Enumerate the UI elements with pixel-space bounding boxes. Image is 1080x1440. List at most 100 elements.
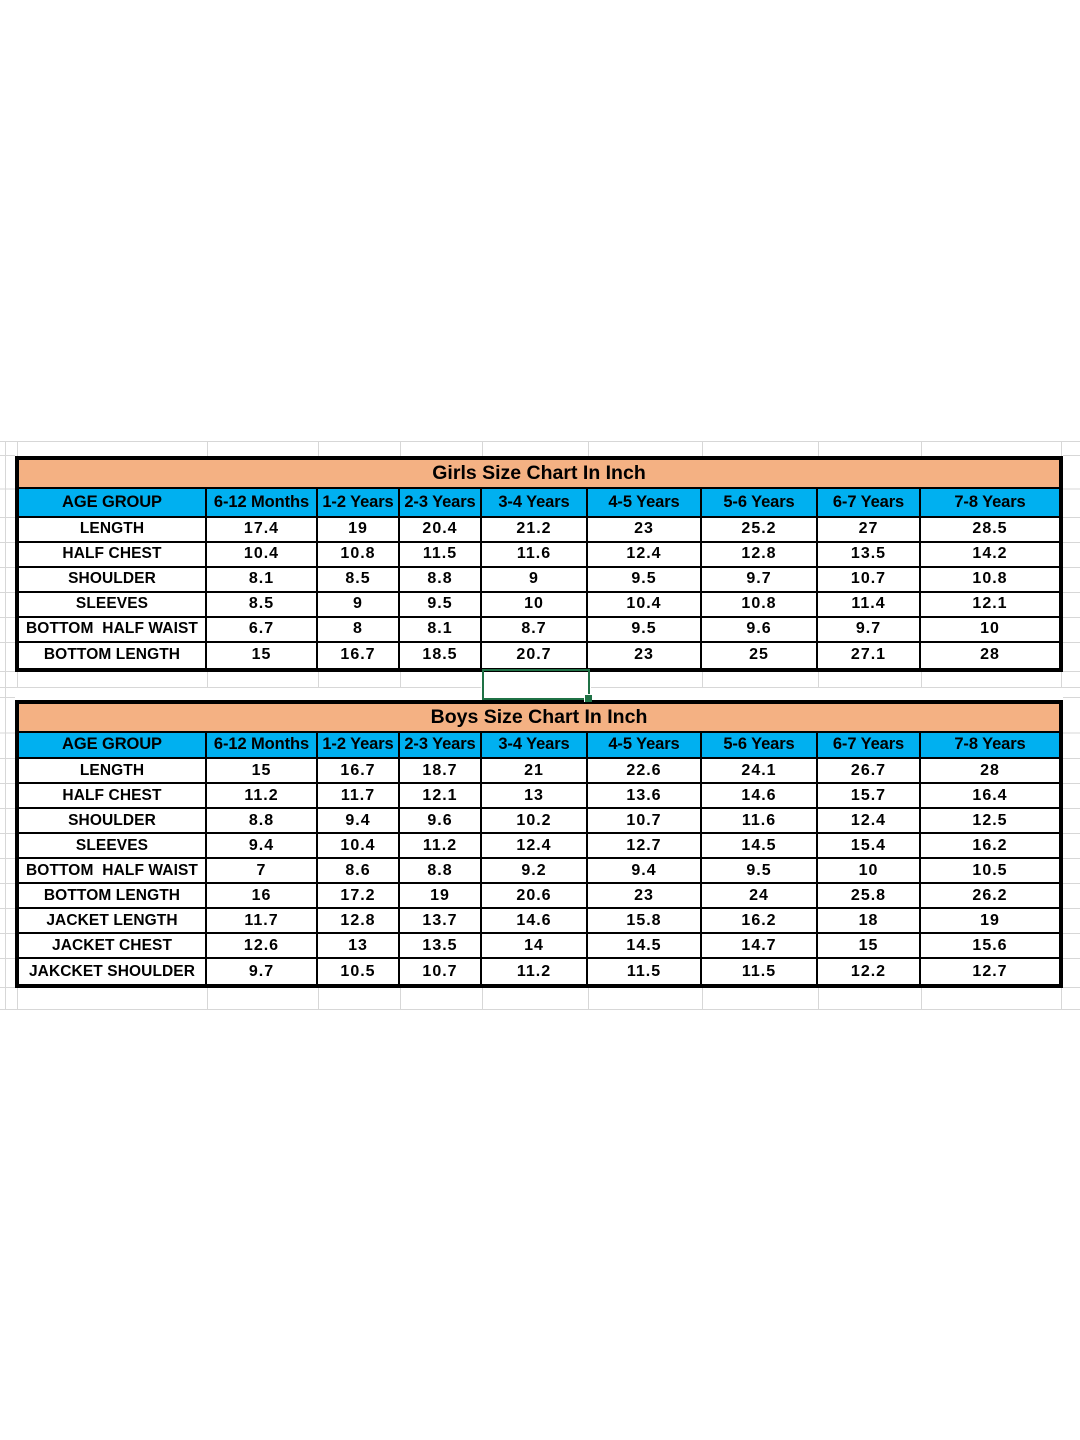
value-cell: 16.2 — [702, 909, 818, 934]
value-cell: 10.8 — [702, 592, 818, 618]
value-cell: 11.2 — [482, 959, 588, 984]
selected-cell-outline[interactable] — [482, 669, 592, 702]
row-label: HALF CHEST — [19, 784, 207, 809]
column-header: 3-4 Years — [482, 732, 588, 759]
value-cell: 8.8 — [207, 809, 318, 834]
value-cell: 27.1 — [818, 642, 921, 668]
value-cell: 10.7 — [400, 959, 482, 984]
column-header: 6-12 Months — [207, 489, 318, 518]
value-cell: 8.8 — [400, 859, 482, 884]
value-cell: 11.2 — [400, 834, 482, 859]
value-cell: 8.5 — [207, 592, 318, 618]
column-header: AGE GROUP — [19, 732, 207, 759]
value-cell: 25 — [702, 642, 818, 668]
value-cell: 14 — [482, 934, 588, 959]
value-cell: 15 — [207, 759, 318, 784]
value-cell: 9.5 — [400, 592, 482, 618]
value-cell: 9.4 — [318, 809, 400, 834]
value-cell: 19 — [318, 517, 400, 543]
value-cell: 16 — [207, 884, 318, 909]
row-label: SHOULDER — [19, 567, 207, 593]
value-cell: 7 — [207, 859, 318, 884]
value-cell: 19 — [921, 909, 1059, 934]
value-cell: 14.6 — [702, 784, 818, 809]
value-cell: 9.7 — [702, 567, 818, 593]
value-cell: 10 — [818, 859, 921, 884]
value-cell: 8.8 — [400, 567, 482, 593]
value-cell: 26.2 — [921, 884, 1059, 909]
value-cell: 10.5 — [318, 959, 400, 984]
value-cell: 25.2 — [702, 517, 818, 543]
value-cell: 10.2 — [482, 809, 588, 834]
column-header: 7-8 Years — [921, 489, 1059, 518]
value-cell: 12.4 — [482, 834, 588, 859]
value-cell: 12.2 — [818, 959, 921, 984]
value-cell: 12.4 — [818, 809, 921, 834]
column-header: 2-3 Years — [400, 732, 482, 759]
value-cell: 12.5 — [921, 809, 1059, 834]
row-label: SLEEVES — [19, 834, 207, 859]
value-cell: 6.7 — [207, 617, 318, 643]
value-cell: 8.5 — [318, 567, 400, 593]
value-cell: 8 — [318, 617, 400, 643]
value-cell: 9.5 — [702, 859, 818, 884]
value-cell: 21.2 — [482, 517, 588, 543]
value-cell: 24.1 — [702, 759, 818, 784]
row-label: LENGTH — [19, 517, 207, 543]
value-cell: 11.4 — [818, 592, 921, 618]
table-title: Girls Size Chart In Inch — [19, 460, 1059, 489]
column-header: 3-4 Years — [482, 489, 588, 518]
fill-handle[interactable] — [584, 694, 592, 702]
value-cell: 18 — [818, 909, 921, 934]
value-cell: 12.4 — [588, 542, 702, 568]
value-cell: 11.6 — [482, 542, 588, 568]
value-cell: 13.6 — [588, 784, 702, 809]
value-cell: 10.8 — [921, 568, 1059, 593]
column-header: 4-5 Years — [588, 732, 702, 759]
value-cell: 11.5 — [400, 542, 482, 568]
column-header: 5-6 Years — [702, 489, 818, 518]
value-cell: 10 — [921, 618, 1059, 643]
value-cell: 14.2 — [921, 543, 1059, 568]
value-cell: 10.8 — [318, 542, 400, 568]
value-cell: 12.7 — [588, 834, 702, 859]
value-cell: 25.8 — [818, 884, 921, 909]
value-cell: 12.8 — [702, 542, 818, 568]
value-cell: 13.5 — [818, 542, 921, 568]
column-header: AGE GROUP — [19, 489, 207, 518]
value-cell: 16.2 — [921, 834, 1059, 859]
value-cell: 20.6 — [482, 884, 588, 909]
value-cell: 10.4 — [588, 592, 702, 618]
value-cell: 23 — [588, 884, 702, 909]
row-label: BOTTOM LENGTH — [19, 642, 207, 668]
value-cell: 15 — [207, 642, 318, 668]
row-label: BOTTOM LENGTH — [19, 884, 207, 909]
row-label: SLEEVES — [19, 592, 207, 618]
value-cell: 23 — [588, 517, 702, 543]
row-label: LENGTH — [19, 759, 207, 784]
value-cell: 9 — [318, 592, 400, 618]
column-header: 1-2 Years — [318, 732, 400, 759]
girls-size-chart-table: Girls Size Chart In Inch AGE GROUP 6-12 Mo… — [15, 456, 1063, 672]
value-cell: 10 — [482, 592, 588, 618]
value-cell: 18.7 — [400, 759, 482, 784]
value-cell: 22.6 — [588, 759, 702, 784]
value-cell: 10.5 — [921, 859, 1059, 884]
row-label: SHOULDER — [19, 809, 207, 834]
value-cell: 17.2 — [318, 884, 400, 909]
column-header: 1-2 Years — [318, 489, 400, 518]
value-cell: 20.4 — [400, 517, 482, 543]
value-cell: 20.7 — [482, 642, 588, 668]
value-cell: 8.1 — [400, 617, 482, 643]
value-cell: 9.6 — [400, 809, 482, 834]
value-cell: 15.8 — [588, 909, 702, 934]
value-cell: 12.7 — [972, 962, 1008, 980]
value-cell: 10.4 — [207, 542, 318, 568]
value-cell: 11.2 — [207, 784, 318, 809]
value-cell: 8.7 — [482, 617, 588, 643]
row-label: BOTTOM HALF WAIST — [19, 617, 207, 643]
value-cell: 12.8 — [318, 909, 400, 934]
value-cell: 14.5 — [588, 934, 702, 959]
value-cell: 18.5 — [400, 642, 482, 668]
value-cell: 15.7 — [818, 784, 921, 809]
